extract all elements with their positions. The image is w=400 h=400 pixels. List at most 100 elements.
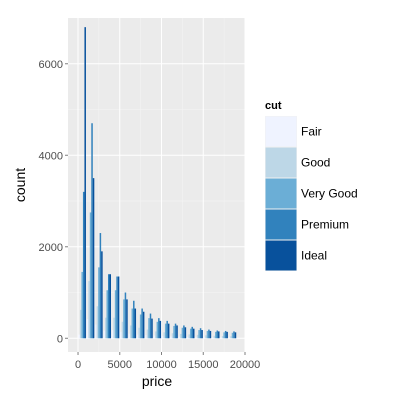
bar-fair (228, 337, 231, 339)
bar-very-good (98, 267, 100, 339)
axis-ticks: 0 5000 10000 15000 20000 0 2000 4000 6000 (39, 59, 261, 371)
bar-premium (124, 292, 127, 339)
bar-premium (224, 330, 227, 339)
bar-good (155, 331, 157, 339)
legend-label: Ideal (301, 249, 327, 263)
bar-good (121, 321, 124, 339)
bar-good (213, 335, 216, 339)
bar-fair (195, 337, 197, 339)
bar-very-good (231, 332, 234, 339)
bar-premium (166, 320, 168, 339)
legend-label: Premium (301, 218, 349, 232)
bar-good (221, 335, 224, 339)
bar-good (130, 325, 132, 339)
bar-good (79, 309, 82, 339)
bar-good (146, 329, 149, 339)
bar-fair (86, 319, 89, 339)
bar-fair (220, 337, 222, 339)
y-tick-label: 0 (57, 333, 63, 345)
bar-fair (111, 330, 114, 339)
bars (78, 27, 237, 339)
bar-fair (178, 336, 181, 339)
y-tick-label: 2000 (39, 242, 63, 254)
bar-premium (208, 329, 210, 339)
bar-good (196, 334, 199, 339)
bar-very-good (156, 321, 159, 339)
bar-premium (99, 233, 102, 339)
bar-fair (95, 324, 97, 339)
bar-ideal (159, 320, 162, 339)
bar-premium (133, 300, 135, 339)
bar-fair (153, 335, 156, 339)
bar-good (104, 317, 107, 339)
bar-premium (233, 331, 235, 339)
bar-fair (136, 334, 139, 339)
legend-swatch (265, 178, 297, 209)
bar-premium (183, 325, 185, 339)
bar-ideal (201, 330, 203, 339)
bar-very-good (89, 212, 92, 339)
bar-ideal (167, 323, 170, 339)
legend-label: Good (301, 156, 330, 170)
bar-premium (216, 330, 219, 339)
bar-very-good (148, 318, 150, 339)
bar-premium (158, 318, 160, 339)
legend-title: cut (265, 100, 282, 112)
bar-premium (91, 123, 93, 339)
bar-good (180, 333, 182, 339)
bar-premium (191, 326, 193, 339)
x-tick-label: 0 (75, 359, 81, 371)
bar-ideal (226, 331, 228, 339)
bar-good (96, 306, 99, 339)
bar-very-good (181, 327, 184, 339)
legend-swatch (265, 240, 297, 271)
bar-ideal (192, 328, 195, 339)
bar-very-good (215, 331, 217, 339)
legend-label: Fair (301, 125, 322, 139)
bar-premium (141, 308, 143, 339)
bar-ideal (151, 318, 153, 339)
x-tick-label: 15000 (188, 359, 219, 371)
bar-fair (128, 333, 131, 339)
bar-very-good (139, 314, 142, 339)
y-tick-label: 4000 (39, 150, 63, 162)
plot-panel (68, 18, 245, 352)
bar-premium (174, 323, 177, 339)
bar-premium (116, 276, 118, 339)
bar-fair (161, 335, 164, 339)
bar-ideal (142, 311, 145, 339)
bar-ideal (126, 299, 128, 339)
bar-very-good (106, 290, 108, 339)
bar-ideal (134, 308, 137, 339)
legend-swatch (265, 209, 297, 240)
bar-very-good (81, 271, 83, 339)
bar-ideal (109, 274, 111, 339)
x-tick-label: 20000 (230, 359, 261, 371)
bar-very-good (173, 325, 175, 339)
legend: cut Fair Good Very Good Premium Ideal (265, 100, 358, 271)
bar-very-good (223, 332, 225, 339)
bar-very-good (198, 330, 200, 339)
bar-ideal (84, 27, 86, 339)
bar-ideal (117, 276, 120, 339)
y-tick-label: 6000 (39, 59, 63, 71)
bar-very-good (206, 330, 209, 339)
bar-good (138, 327, 140, 339)
bar-good (188, 334, 190, 339)
bar-premium (107, 274, 110, 339)
bar-fair (120, 331, 122, 339)
legend-label: Very Good (301, 187, 358, 201)
bar-very-good (131, 308, 134, 339)
bar-very-good (189, 328, 192, 339)
x-axis-title: price (142, 373, 173, 389)
bar-good (88, 281, 90, 339)
bar-ideal (101, 251, 103, 339)
bar-ideal (234, 332, 237, 339)
bar-fair (186, 336, 189, 339)
bar-ideal (184, 327, 187, 339)
x-tick-label: 10000 (146, 359, 177, 371)
bar-premium (199, 328, 202, 339)
bar-premium (149, 313, 152, 339)
bar-ideal (209, 330, 212, 339)
bar-good (113, 317, 115, 339)
